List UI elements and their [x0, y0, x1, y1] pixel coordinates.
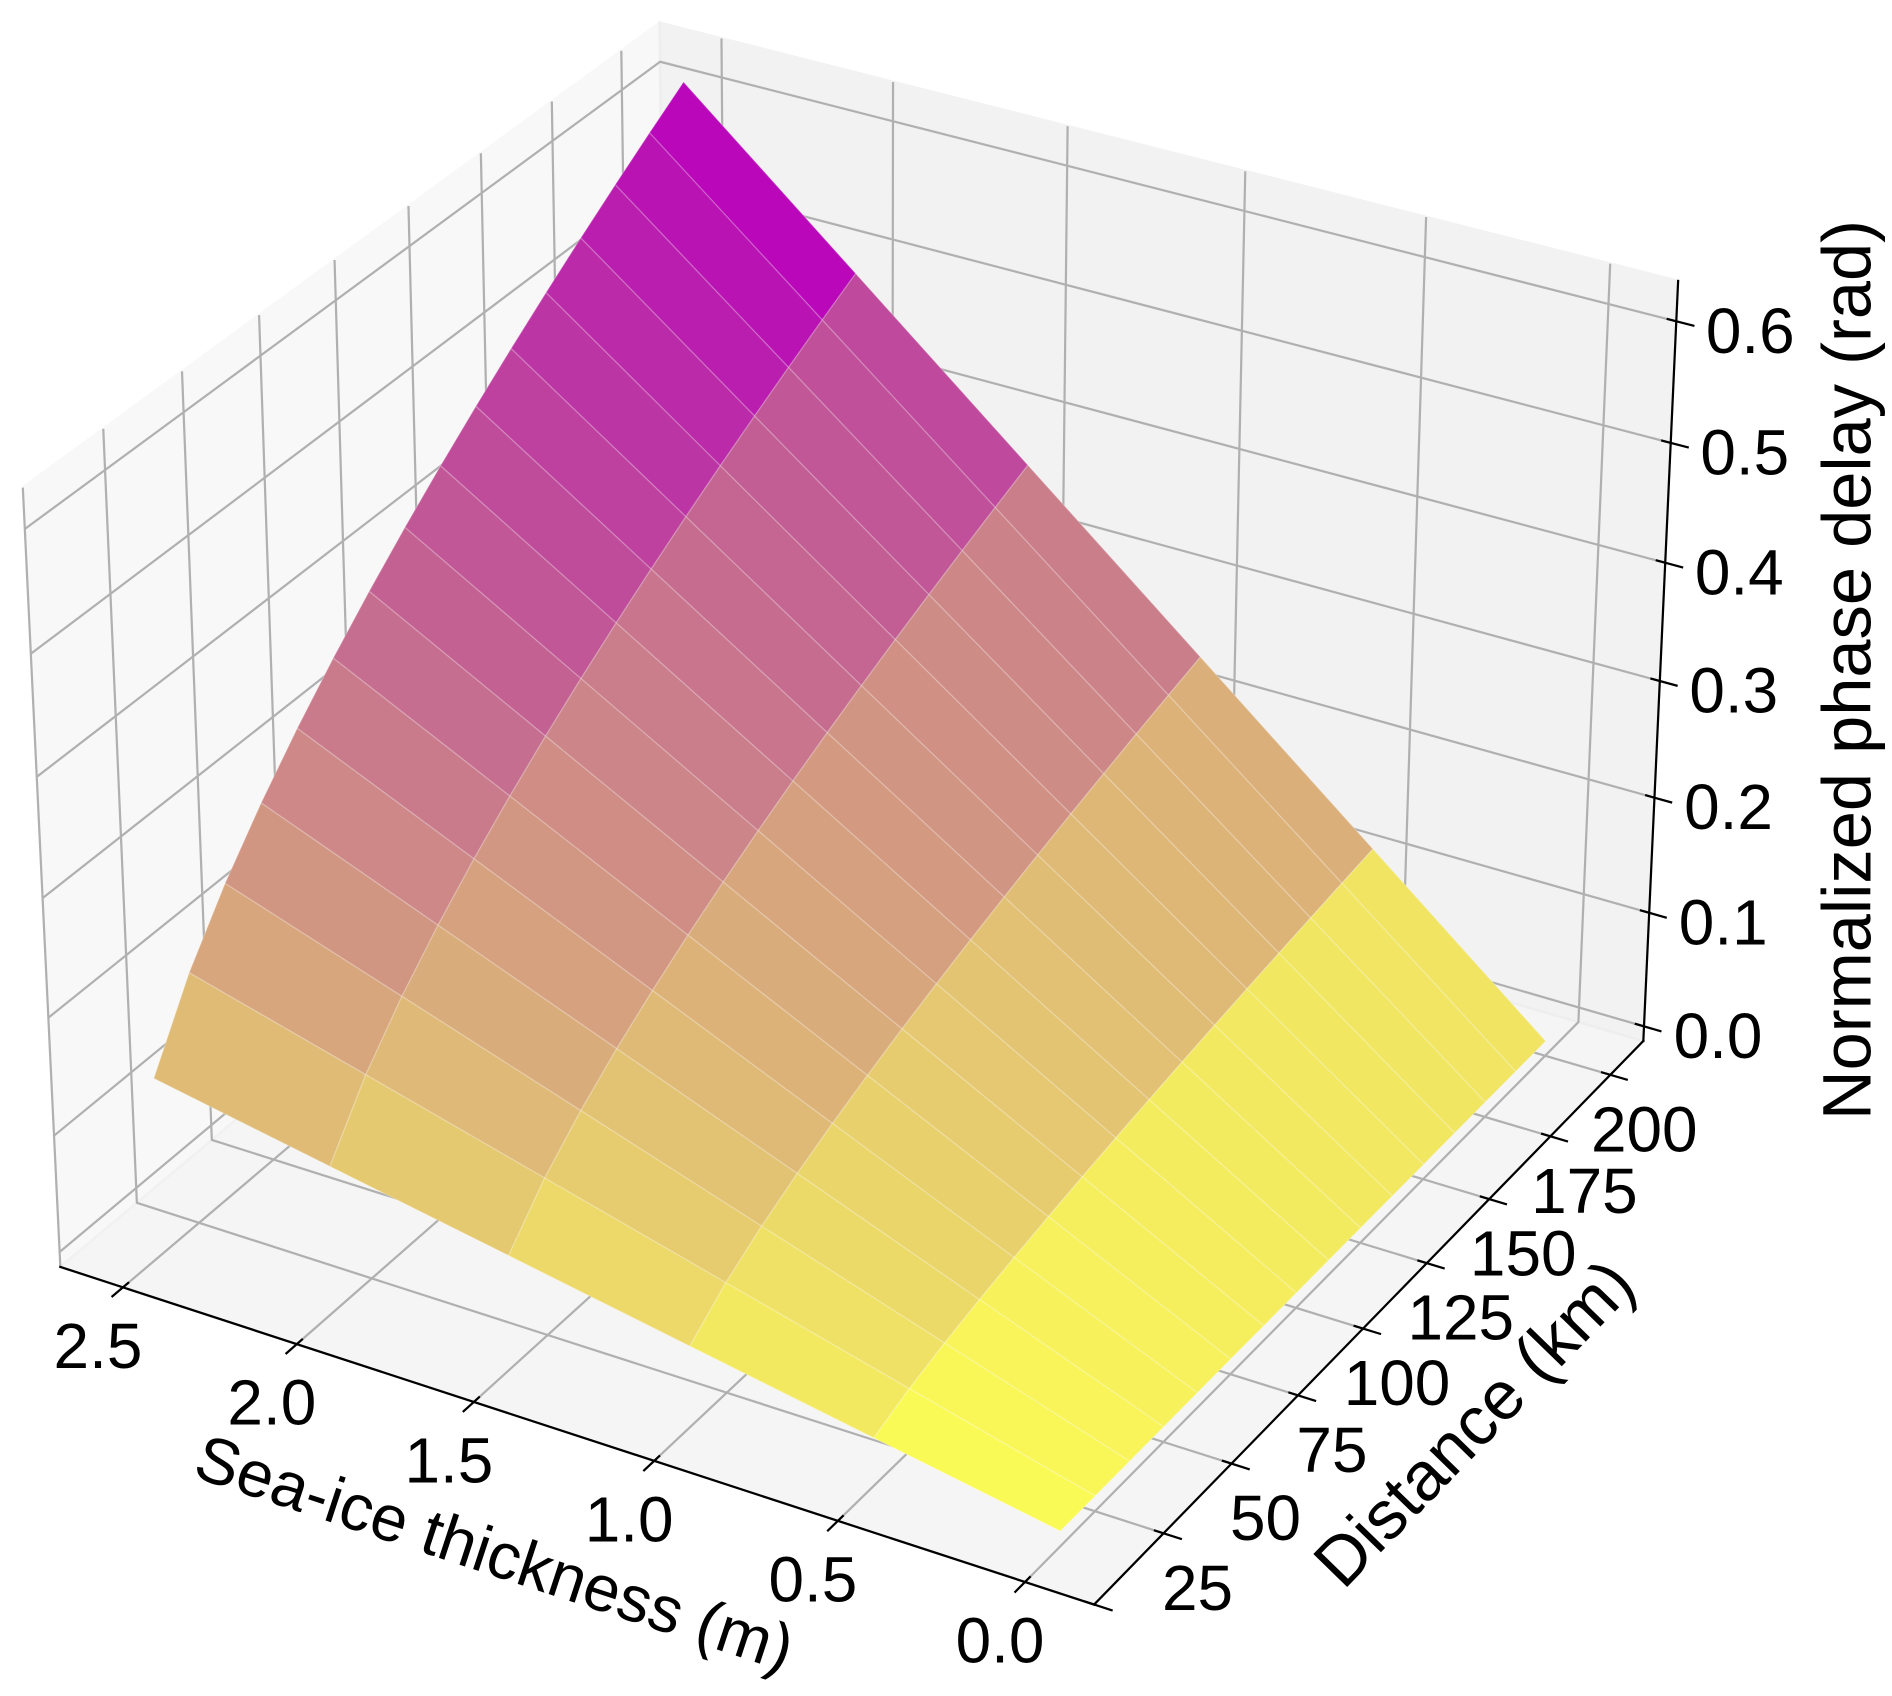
svg-text:2.5: 2.5 [54, 1310, 143, 1382]
svg-text:75: 75 [1296, 1414, 1367, 1486]
svg-text:2.0: 2.0 [227, 1367, 316, 1439]
svg-text:0.0: 0.0 [1674, 1000, 1763, 1072]
svg-text:25: 25 [1162, 1552, 1233, 1624]
svg-text:Normalized phase delay (rad): Normalized phase delay (rad) [1809, 220, 1886, 1120]
svg-text:0.4: 0.4 [1695, 536, 1784, 608]
svg-text:0.1: 0.1 [1679, 886, 1768, 958]
svg-text:0.0: 0.0 [956, 1604, 1045, 1676]
svg-text:1.0: 1.0 [585, 1483, 674, 1555]
svg-text:0.3: 0.3 [1689, 655, 1778, 727]
svg-text:1.5: 1.5 [404, 1424, 493, 1496]
svg-text:50: 50 [1230, 1482, 1301, 1554]
svg-text:200: 200 [1591, 1093, 1698, 1165]
svg-text:150: 150 [1470, 1218, 1577, 1290]
svg-text:125: 125 [1408, 1282, 1515, 1354]
svg-text:0.5: 0.5 [768, 1543, 857, 1615]
svg-text:100: 100 [1344, 1347, 1451, 1419]
svg-text:175: 175 [1531, 1155, 1638, 1227]
svg-text:0.5: 0.5 [1700, 416, 1789, 488]
svg-text:0.2: 0.2 [1684, 771, 1773, 843]
svg-text:0.6: 0.6 [1706, 295, 1795, 367]
